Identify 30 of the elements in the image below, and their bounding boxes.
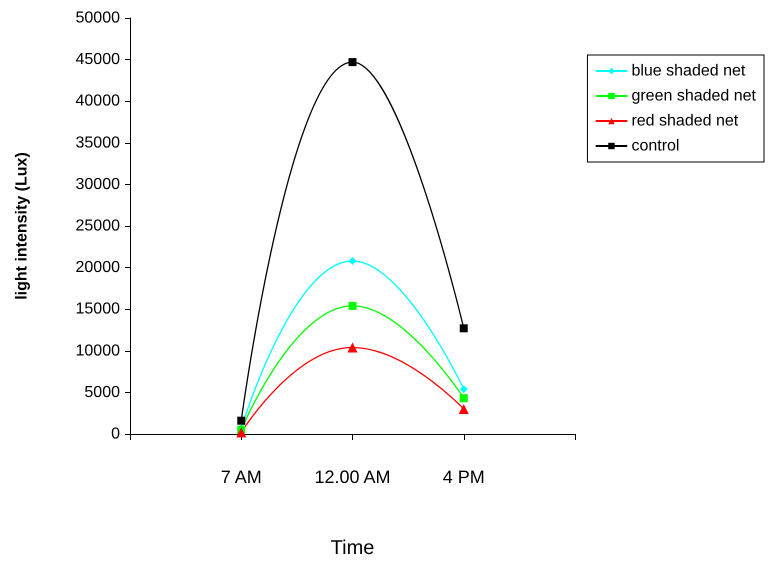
y-tick-label: 20000 [76,259,120,276]
x-axis-title: Time [330,537,374,559]
point [236,427,246,438]
legend-label: control [631,138,680,154]
y-axis-title: light intensity (Lux) [14,152,30,300]
point [237,416,246,425]
point [348,256,356,265]
point [458,404,469,414]
point [348,58,356,66]
legend-label: green shaded net [631,88,757,104]
point [460,394,468,402]
y-tick-label: 5000 [84,384,120,401]
y-tick-label: 30000 [76,176,120,193]
point [460,385,468,394]
y-tick-label: 10000 [76,342,120,360]
y-tick-label: 0 [111,426,120,442]
y-tick-label: 50000 [76,10,120,26]
y-tick-label: 45000 [76,51,120,68]
x-tick-label: 12.00 AM [314,467,391,487]
legend-label: blue shaded net [631,62,746,80]
y-tick-label: 40000 [76,92,120,110]
point [460,324,468,332]
y-tick-label: 15000 [76,300,120,318]
x-tick-label: 7 AM [220,467,262,487]
y-tick-label: 25000 [76,218,120,234]
point [348,302,356,310]
point [348,342,358,352]
legend-label: red shaded net [631,112,739,130]
y-tick-label: 35000 [76,134,120,152]
x-tick-label: 4 PM [442,467,485,487]
